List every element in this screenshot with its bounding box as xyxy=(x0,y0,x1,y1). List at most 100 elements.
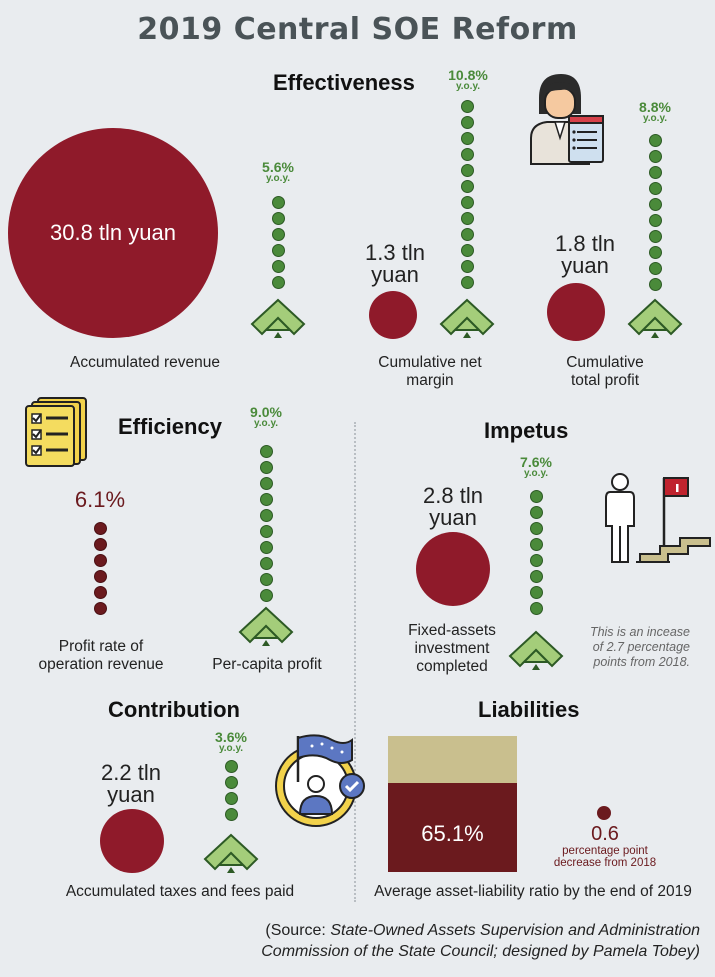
profit-label-line1: Cumulative xyxy=(566,354,644,371)
contribution-circle xyxy=(100,809,164,873)
profit-value-line2: yuan xyxy=(561,253,609,278)
up-chevron-icon xyxy=(250,298,306,343)
contribution-growth-pct: 3.6% xyxy=(215,729,247,745)
dot xyxy=(224,792,238,805)
revenue-label: Accumulated revenue xyxy=(70,354,220,371)
net-margin-circle xyxy=(369,291,417,339)
profit-rate-value: 6.1% xyxy=(74,487,126,512)
dot xyxy=(648,134,662,147)
dot xyxy=(460,132,474,145)
per-capita-growth-pct: 9.0% xyxy=(250,404,282,420)
profit-circle xyxy=(547,283,605,341)
dot xyxy=(259,477,273,490)
impetus-value-line1: 2.8 tln xyxy=(423,483,483,508)
businessman-icon xyxy=(525,68,607,166)
impetus-value: 2.8 tln yuan xyxy=(408,485,498,529)
liability-ratio-fill xyxy=(388,783,517,872)
profit-growth-dots xyxy=(645,134,665,294)
dot xyxy=(93,586,107,599)
per-capita-growth: 9.0% y.o.y. xyxy=(238,405,294,429)
dot xyxy=(460,260,474,273)
net-margin-label-line2: margin xyxy=(406,372,454,389)
liabilities-heading: Liabilities xyxy=(478,697,580,722)
liability-ratio-bar: 65.1% xyxy=(388,736,517,872)
impetus-note-line1: This is an incease xyxy=(589,625,690,639)
dot xyxy=(259,557,273,570)
vertical-divider xyxy=(354,422,356,902)
revenue-circle xyxy=(8,128,218,338)
dot xyxy=(648,150,662,163)
dot xyxy=(271,196,285,209)
source-line2-italic: Commission of the State Council; designe… xyxy=(261,943,700,960)
profit-value-line1: 1.8 tln xyxy=(555,231,615,256)
profit-rate-label-line1: Profit rate of xyxy=(58,638,144,655)
per-capita-growth-dots xyxy=(256,445,276,605)
source-line2: Commission of the State Council; designe… xyxy=(150,941,700,962)
dot xyxy=(648,198,662,211)
impetus-note-line2: of 2.7 percentage xyxy=(592,640,690,654)
dot xyxy=(460,212,474,225)
net-margin-label-line1: Cumulative net xyxy=(378,354,482,371)
dot xyxy=(529,554,543,567)
up-chevron-icon xyxy=(439,298,495,343)
impetus-growth-dots xyxy=(526,490,546,618)
dot xyxy=(648,262,662,275)
impetus-value-line2: yuan xyxy=(429,505,477,530)
profit-label-line2: total profit xyxy=(570,372,640,389)
liability-change-value: 0.6 xyxy=(591,823,619,845)
net-margin-value-line2: yuan xyxy=(371,262,419,287)
impetus-growth: 7.6% y.o.y. xyxy=(508,455,564,479)
dot xyxy=(224,808,238,821)
profit-growth-pct: 8.8% xyxy=(639,99,671,115)
dot xyxy=(460,180,474,193)
impetus-label-line2: investment xyxy=(414,640,490,657)
source-prefix: (Source: xyxy=(265,922,331,939)
revenue-value: 30.8 tln yuan xyxy=(50,220,176,245)
dot xyxy=(93,522,107,535)
dot xyxy=(93,554,107,567)
liability-change-line2: decrease from 2018 xyxy=(553,857,657,869)
award-badge-icon xyxy=(272,732,368,837)
dot xyxy=(529,506,543,519)
dot xyxy=(259,525,273,538)
dot xyxy=(460,276,474,289)
dot xyxy=(460,164,474,177)
net-margin-label: Cumulative net margin xyxy=(360,354,500,390)
dot xyxy=(529,602,543,615)
contribution-label: Accumulated taxes and fees paid xyxy=(65,883,295,900)
up-chevron-icon xyxy=(627,298,683,343)
dot xyxy=(460,116,474,129)
profit-growth-yoy: y.o.y. xyxy=(642,113,668,124)
person-flag-stairs-icon xyxy=(600,470,712,575)
impetus-growth-pct: 7.6% xyxy=(520,454,552,470)
source-note: (Source: State-Owned Assets Supervision … xyxy=(150,920,700,962)
impetus-note-line3: points from 2018. xyxy=(593,655,690,669)
dot xyxy=(648,182,662,195)
profit-growth: 8.8% y.o.y. xyxy=(627,100,683,124)
contribution-value-line2: yuan xyxy=(107,782,155,807)
dot xyxy=(271,212,285,225)
dot xyxy=(460,196,474,209)
dot xyxy=(271,260,285,273)
dot xyxy=(259,461,273,474)
dot xyxy=(460,244,474,257)
dot xyxy=(93,602,107,615)
revenue-growth-dots xyxy=(268,196,288,292)
dot xyxy=(529,538,543,551)
liability-change-dot xyxy=(597,806,611,820)
liability-change-line1: percentage point xyxy=(562,845,648,857)
contribution-growth-yoy: y.o.y. xyxy=(218,743,244,754)
impetus-note: This is an incease of 2.7 percentage poi… xyxy=(540,625,690,670)
up-chevron-icon xyxy=(508,630,564,675)
contribution-growth-dots xyxy=(221,760,241,824)
dot xyxy=(93,538,107,551)
dot xyxy=(529,586,543,599)
dot xyxy=(460,228,474,241)
dot xyxy=(648,214,662,227)
contribution-heading: Contribution xyxy=(108,697,240,722)
dot xyxy=(648,230,662,243)
impetus-circle xyxy=(416,532,490,606)
efficiency-heading: Efficiency xyxy=(118,414,222,439)
profit-rate-label: Profit rate of operation revenue xyxy=(20,638,182,674)
per-capita-label: Per-capita profit xyxy=(212,656,322,673)
